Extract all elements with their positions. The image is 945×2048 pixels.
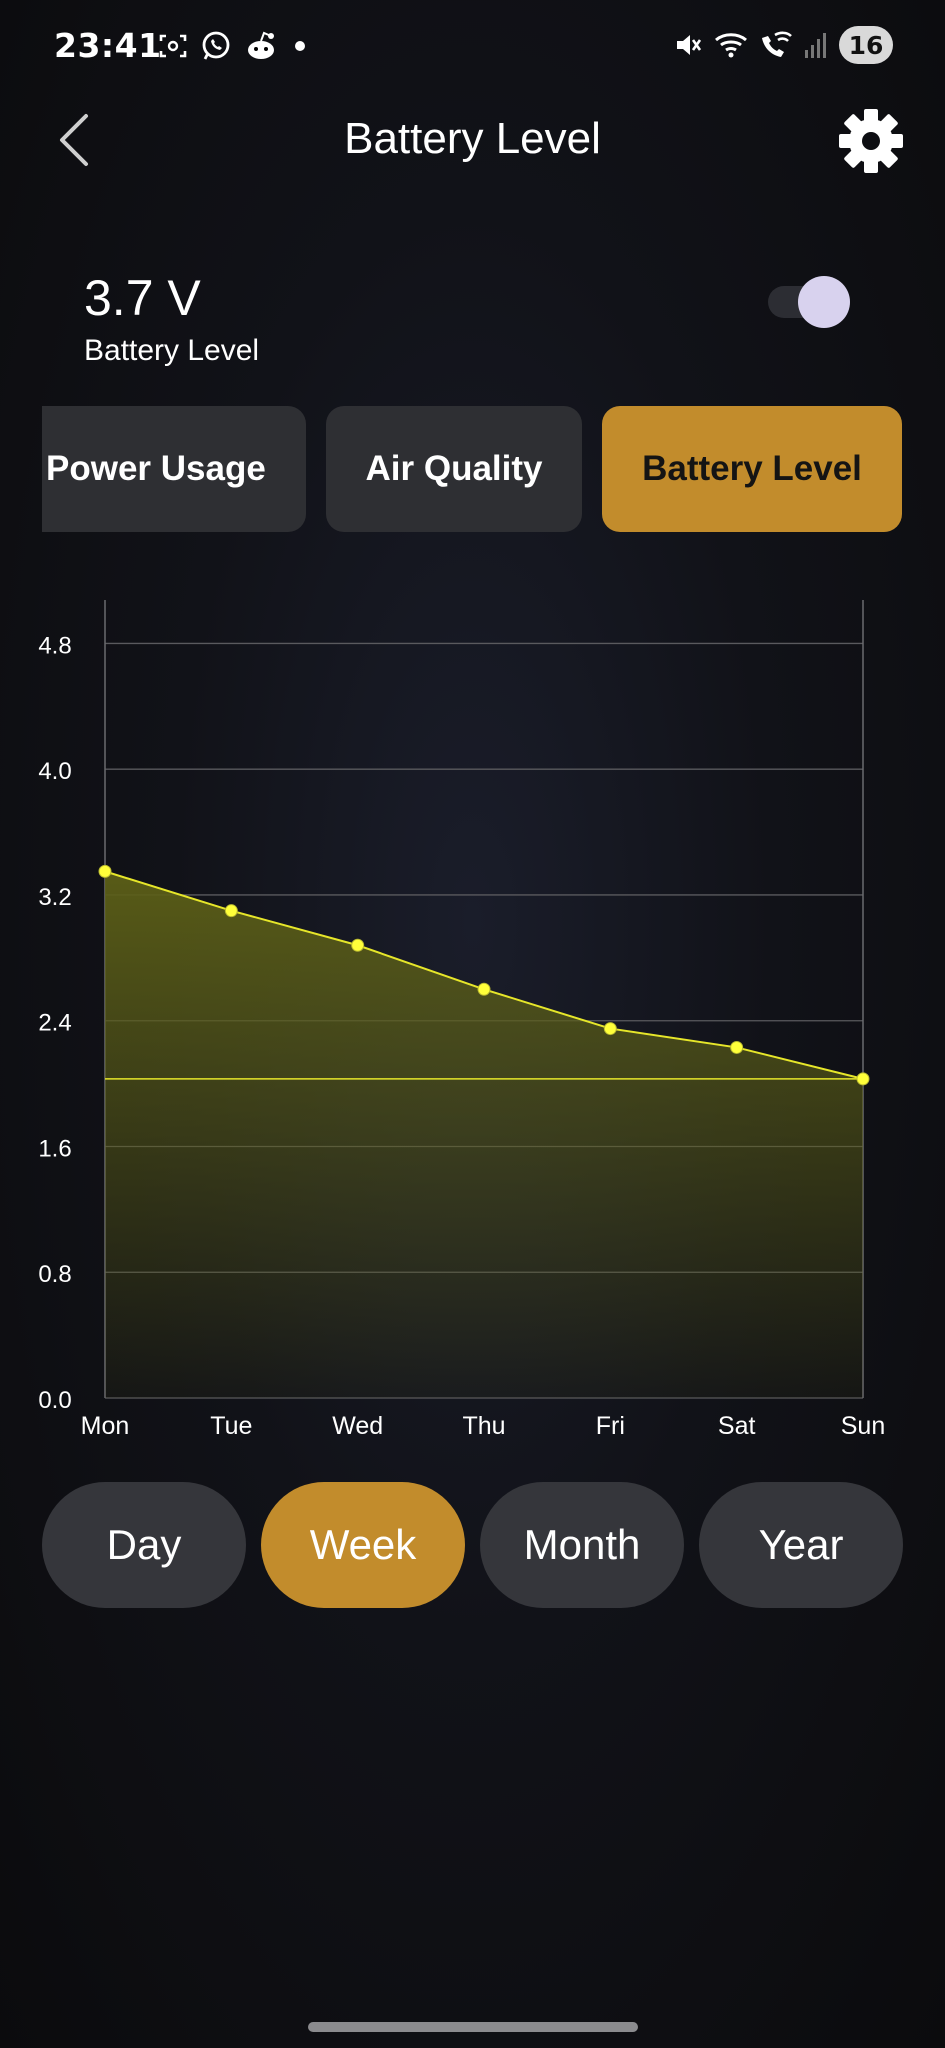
battery-indicator: 16 [839, 26, 893, 64]
reading-block: 3.7 V Battery Level [84, 270, 259, 368]
y-tick-label: 0.0 [38, 1387, 71, 1414]
status-icons-right: 16 [673, 26, 893, 64]
x-tick-label: Wed [332, 1412, 383, 1440]
tab-power-usage[interactable]: Power Usage [42, 406, 306, 532]
status-time: 23:41 [54, 26, 162, 65]
reading-label: Battery Level [84, 334, 260, 367]
data-point [730, 1040, 744, 1054]
page-title: Battery Level [344, 114, 601, 163]
status-icons-left [158, 30, 310, 62]
y-tick-label: 1.6 [38, 1135, 71, 1162]
data-point [856, 1072, 870, 1086]
x-tick-label: Tue [210, 1412, 252, 1440]
data-point [224, 904, 238, 918]
range-month-button[interactable]: Month [480, 1482, 684, 1608]
range-tabs: Day Week Month Year [0, 1482, 945, 1608]
y-tick-label: 3.2 [38, 884, 71, 911]
status-bar: 23:41 16 [0, 0, 945, 92]
settings-button[interactable] [836, 106, 906, 176]
wifi-calling-icon [759, 29, 793, 61]
data-point [477, 982, 491, 996]
tab-battery-level[interactable]: Battery Level [602, 406, 902, 532]
tab-air-quality[interactable]: Air Quality [326, 406, 582, 532]
data-point [98, 864, 112, 878]
data-point [603, 1022, 617, 1036]
chevron-left-icon [60, 114, 88, 166]
y-tick-label: 0.8 [38, 1261, 71, 1288]
range-week-button[interactable]: Week [261, 1482, 465, 1608]
back-button[interactable] [50, 108, 98, 172]
range-year-button[interactable]: Year [699, 1482, 903, 1608]
dot-icon [290, 36, 310, 56]
x-tick-label: Fri [596, 1412, 625, 1440]
screenshot-icon [158, 31, 188, 61]
x-tick-label: Mon [81, 1412, 130, 1440]
x-tick-label: Thu [462, 1412, 505, 1440]
battery-chart: 0.0 0.8 1.6 2.4 3.2 4.0 4.8 Mon Tue Wed Thu Fri Sat S… [0, 600, 945, 1450]
home-indicator[interactable] [308, 2022, 638, 2032]
series-area [105, 871, 863, 1398]
whatsapp-icon [200, 30, 232, 62]
x-tick-label: Sun [841, 1412, 885, 1440]
wifi-icon [713, 29, 749, 61]
y-tick-label: 2.4 [38, 1010, 71, 1037]
signal-icon [803, 30, 829, 60]
x-tick-label: Sat [718, 1412, 756, 1440]
y-tick-label: 4.8 [38, 632, 71, 659]
reddit-icon [244, 31, 278, 61]
reading-toggle[interactable] [766, 276, 854, 328]
data-point [351, 938, 365, 952]
mute-icon [673, 30, 703, 60]
app-header: Battery Level [0, 92, 945, 192]
reading-value: 3.7 V [84, 270, 201, 326]
range-day-button[interactable]: Day [42, 1482, 246, 1608]
battery-chart-svg: 0.0 0.8 1.6 2.4 3.2 4.0 4.8 Mon Tue Wed Thu Fri Sat S… [38, 600, 885, 1440]
toggle-knob [798, 276, 850, 328]
y-tick-label: 4.0 [38, 758, 71, 785]
gear-icon [839, 109, 903, 173]
metric-tabs: Power Usage Air Quality Battery Level [0, 406, 945, 532]
